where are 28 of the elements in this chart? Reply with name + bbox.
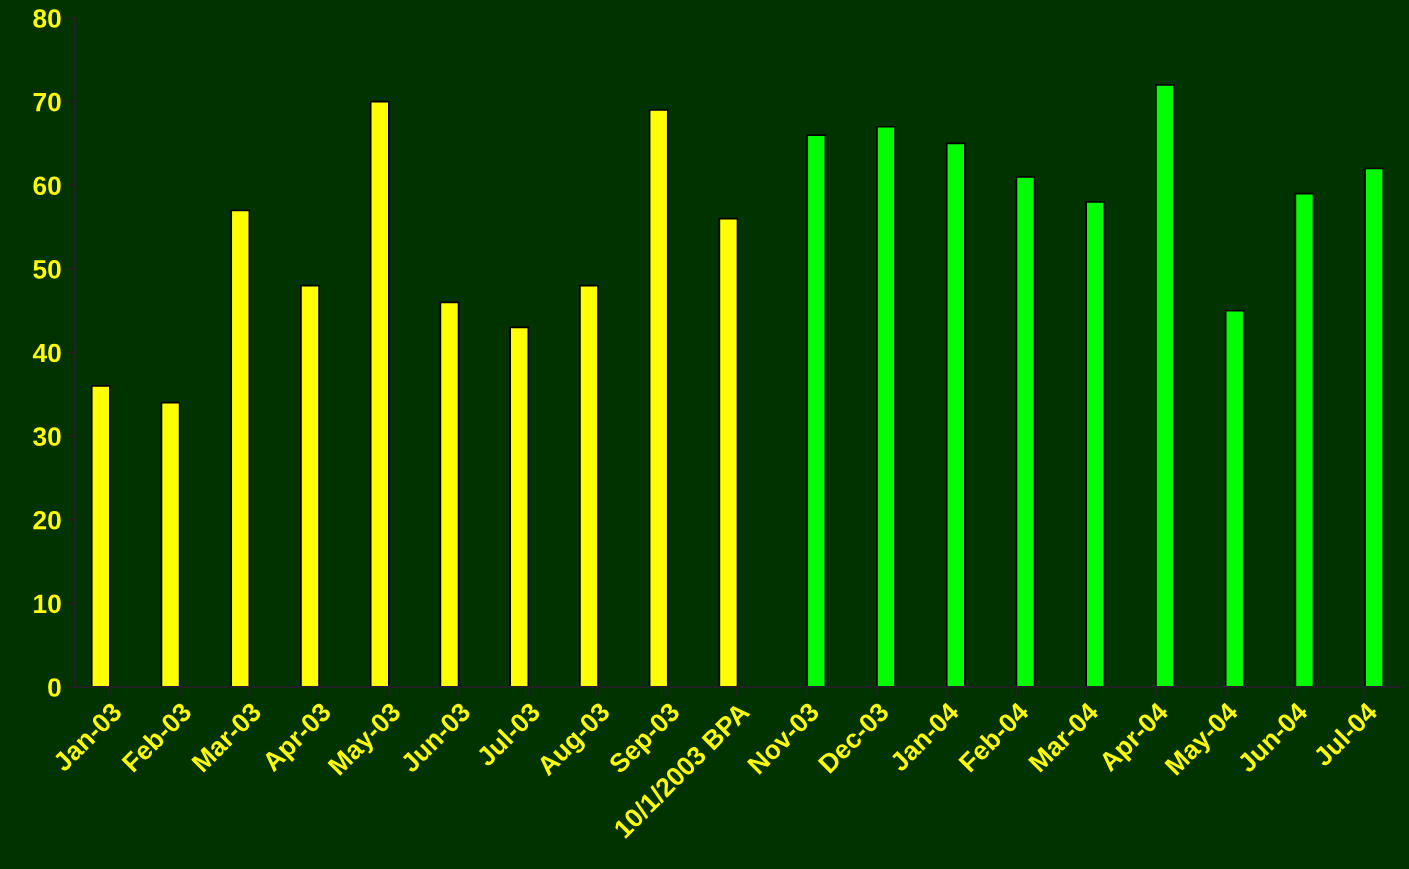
bar (806, 134, 827, 687)
bar (300, 284, 320, 687)
bar (1364, 167, 1385, 687)
y-tick-label: 10 (34, 594, 61, 614)
bar (1085, 201, 1106, 687)
y-tick-label: 30 (33, 427, 61, 446)
bar (876, 125, 896, 687)
bar (90, 385, 111, 687)
bar (1155, 84, 1175, 687)
bar (439, 301, 460, 687)
bar (718, 217, 739, 687)
bar (1224, 309, 1245, 687)
y-tick-label: 80 (33, 9, 61, 28)
y-tick-label: 50 (33, 260, 61, 279)
bar (509, 326, 530, 687)
y-tick-label: 70 (33, 92, 61, 112)
bar (1294, 192, 1315, 687)
y-tick-label: 0 (48, 678, 61, 697)
bar (945, 142, 966, 687)
bar (160, 401, 181, 687)
bar (648, 109, 669, 687)
bar (230, 209, 251, 687)
bar (369, 100, 390, 687)
bar (1015, 176, 1036, 687)
y-tick-label: 20 (33, 510, 61, 530)
y-tick-label: 40 (32, 343, 61, 363)
bar (579, 284, 599, 687)
y-tick-label: 60 (33, 176, 61, 196)
